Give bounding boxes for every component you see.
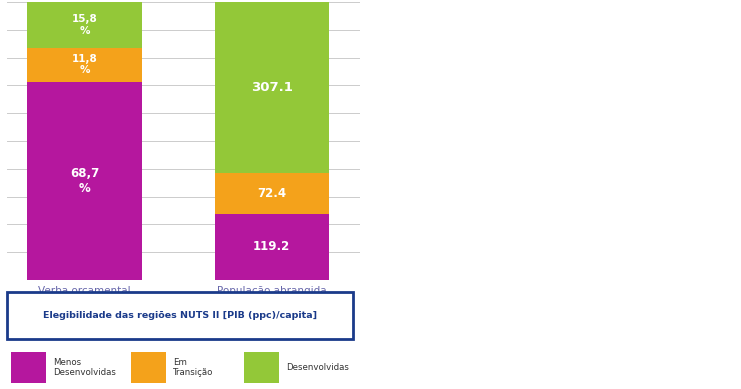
- Text: 68,7
%: 68,7 %: [70, 167, 99, 195]
- Text: 11,8
%: 11,8 %: [72, 54, 97, 75]
- FancyBboxPatch shape: [11, 352, 46, 383]
- Text: 15,8
%: 15,8 %: [72, 14, 97, 35]
- Text: 307.1: 307.1: [251, 81, 293, 94]
- Bar: [27, 82, 142, 280]
- Bar: [214, 2, 329, 173]
- Text: Desenvolvidas: Desenvolvidas: [286, 363, 349, 372]
- Text: Elegibilidade das regiões NUTS II [PIB (ppc)/capita]: Elegibilidade das regiões NUTS II [PIB (…: [43, 311, 317, 320]
- FancyBboxPatch shape: [131, 352, 166, 383]
- Text: Menos
Desenvolvidas: Menos Desenvolvidas: [53, 358, 116, 377]
- Bar: [214, 214, 329, 280]
- FancyBboxPatch shape: [7, 293, 353, 339]
- Text: 119.2: 119.2: [253, 240, 290, 253]
- Bar: [214, 173, 329, 214]
- Bar: [27, 47, 142, 82]
- FancyBboxPatch shape: [244, 352, 279, 383]
- Text: [Map]: [Map]: [528, 186, 576, 203]
- Bar: [27, 2, 142, 47]
- Text: 72.4: 72.4: [257, 187, 286, 200]
- Text: Em
Transição: Em Transição: [173, 358, 213, 377]
